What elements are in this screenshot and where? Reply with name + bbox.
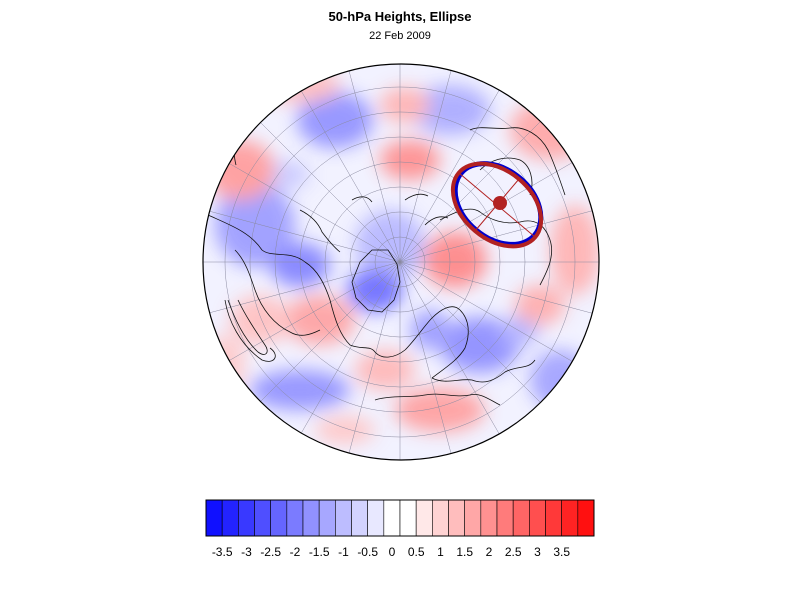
colorbar-cell	[351, 499, 368, 537]
map-title: 50-hPa Heights, Ellipse	[328, 9, 472, 24]
colorbar-cell	[496, 499, 514, 537]
colorbar-tick-label: 3.5	[553, 545, 570, 559]
colorbar-cell	[432, 499, 449, 537]
colorbar-cell	[254, 499, 271, 537]
colorbar-cell	[302, 499, 320, 537]
colorbar-cell	[545, 499, 562, 537]
colorbar-cell	[367, 499, 385, 537]
colorbar-tick-label: -3	[241, 545, 252, 559]
colorbar-cell	[399, 499, 417, 537]
colorbar-tick-label: -0.5	[357, 545, 378, 559]
colorbar-cell	[205, 499, 223, 537]
colorbar-cell	[529, 499, 546, 537]
ellipse-center-marker	[493, 196, 507, 210]
colorbar-cell	[448, 499, 465, 537]
colorbar-cell	[238, 499, 255, 537]
colorbar-cell	[286, 499, 304, 537]
colorbar-cell	[383, 499, 401, 537]
colorbar-frame	[205, 499, 595, 537]
colorbar-cell	[318, 499, 336, 537]
colorbar-cell	[480, 499, 498, 537]
colorbar-tick-label: -2	[290, 545, 301, 559]
colorbar-tick-label: 1	[437, 545, 444, 559]
colorbar-tick-labels: -3.5 -3 -2.5 -2 -1.5 -1 -0.5 0 0.5 1 1.5 2 2.5 3 3.5	[212, 545, 571, 559]
map-date: 22 Feb 2009	[369, 30, 431, 42]
colorbar-cell	[270, 499, 288, 537]
colorbar-tick-label: -2.5	[260, 545, 281, 559]
colorbar-cell	[221, 499, 239, 537]
map-boundary	[202, 63, 600, 461]
colorbar-cell	[464, 499, 482, 537]
colorbar-tick-label: 1.5	[456, 545, 473, 559]
fitted-ellipse	[450, 161, 544, 249]
colorbar-tick-label: 3	[534, 545, 541, 559]
colorbar-tick-label: -1	[338, 545, 349, 559]
colorbar-cell	[577, 499, 595, 537]
colorbar-cell	[415, 499, 433, 537]
colorbar-tick-label: 2	[486, 545, 493, 559]
colorbar-cell	[512, 499, 530, 537]
colorbar-tick-label: 0.5	[408, 545, 425, 559]
colorbar-tick-label: 2.5	[505, 545, 522, 559]
colorbar-cell	[335, 499, 352, 537]
colorbar-cell	[561, 499, 579, 537]
colorbar-cells	[205, 499, 595, 537]
colorbar-tick-label: 0	[389, 545, 396, 559]
graticule	[203, 64, 599, 460]
colorbar-tick-label: -1.5	[309, 545, 330, 559]
colorbar-tick-label: -3.5	[212, 545, 233, 559]
